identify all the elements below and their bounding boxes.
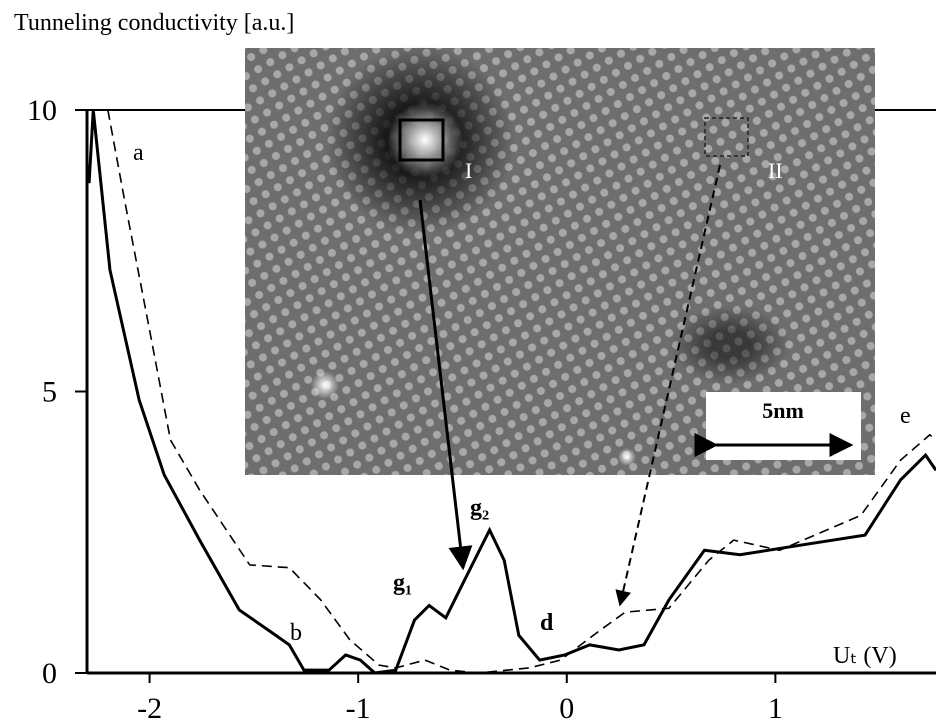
x-axis-label: Uₜ (V) xyxy=(833,643,897,669)
arrow xyxy=(615,164,721,607)
series-line xyxy=(107,109,936,674)
annotation: d xyxy=(540,610,554,636)
x-tick-label: 1 xyxy=(768,692,783,725)
bright-spot xyxy=(618,448,636,466)
plot-area: 0 5 10 -2 -1 0 1 Uₜ (V) xyxy=(27,94,936,725)
annotation: g₁ xyxy=(393,570,412,596)
x-tick-label: 0 xyxy=(559,692,574,725)
bright-spot xyxy=(311,371,339,399)
region-label: II xyxy=(768,158,783,183)
region-box xyxy=(398,118,445,162)
dark-defect xyxy=(670,305,790,385)
region-box xyxy=(704,117,749,157)
series-line xyxy=(87,109,936,675)
annotation: e xyxy=(900,403,911,429)
x-tick-label: -2 xyxy=(137,692,162,725)
arrow xyxy=(418,199,473,571)
y-tick-label: 5 xyxy=(42,376,57,409)
bright-defect xyxy=(387,102,463,178)
annotation: g₂ xyxy=(470,495,489,521)
y-axis-label: Tunneling conductivity [a.u.] xyxy=(14,10,294,36)
x-tick-label: -1 xyxy=(346,692,371,725)
y-tick-label: 10 xyxy=(27,94,57,127)
stm-inset: I II 5nm xyxy=(245,45,875,607)
region-label: I xyxy=(465,158,472,183)
scale-bar-label: 5nm xyxy=(762,398,804,423)
annotation: a xyxy=(133,140,144,166)
annotation: b xyxy=(290,620,302,646)
y-tick-label: 0 xyxy=(42,657,57,690)
